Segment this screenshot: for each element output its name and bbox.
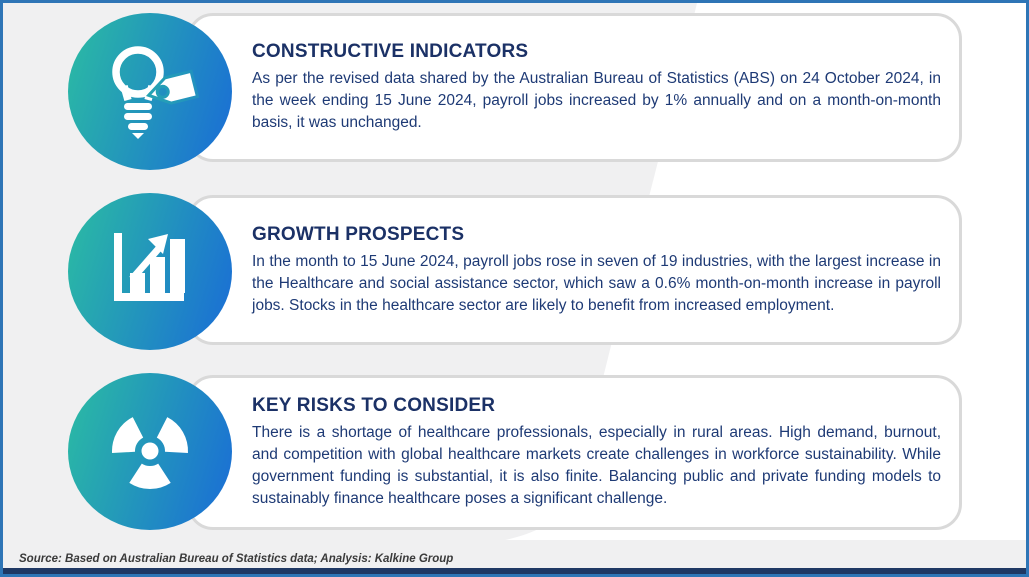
icon-badge bbox=[68, 193, 232, 350]
section-title: KEY RISKS TO CONSIDER bbox=[252, 395, 496, 416]
section-body: As per the revised data shared by the Au… bbox=[252, 70, 941, 131]
section-card: KEY RISKS TO CONSIDER There is a shortag… bbox=[187, 375, 962, 530]
section-body: There is a shortage of healthcare profes… bbox=[252, 424, 941, 507]
source-note: Source: Based on Australian Bureau of St… bbox=[19, 553, 454, 565]
section-body: In the month to 15 June 2024, payroll jo… bbox=[252, 252, 941, 314]
section-title: GROWTH PROSPECTS bbox=[252, 223, 465, 245]
section-card: CONSTRUCTIVE INDICATORS As per the revis… bbox=[187, 13, 962, 162]
section-card: GROWTH PROSPECTS In the month to 15 June… bbox=[187, 195, 962, 345]
footer-bar bbox=[3, 568, 1026, 574]
icon-badge bbox=[68, 373, 232, 530]
section-title: CONSTRUCTIVE INDICATORS bbox=[252, 41, 529, 62]
icon-badge bbox=[68, 13, 232, 170]
